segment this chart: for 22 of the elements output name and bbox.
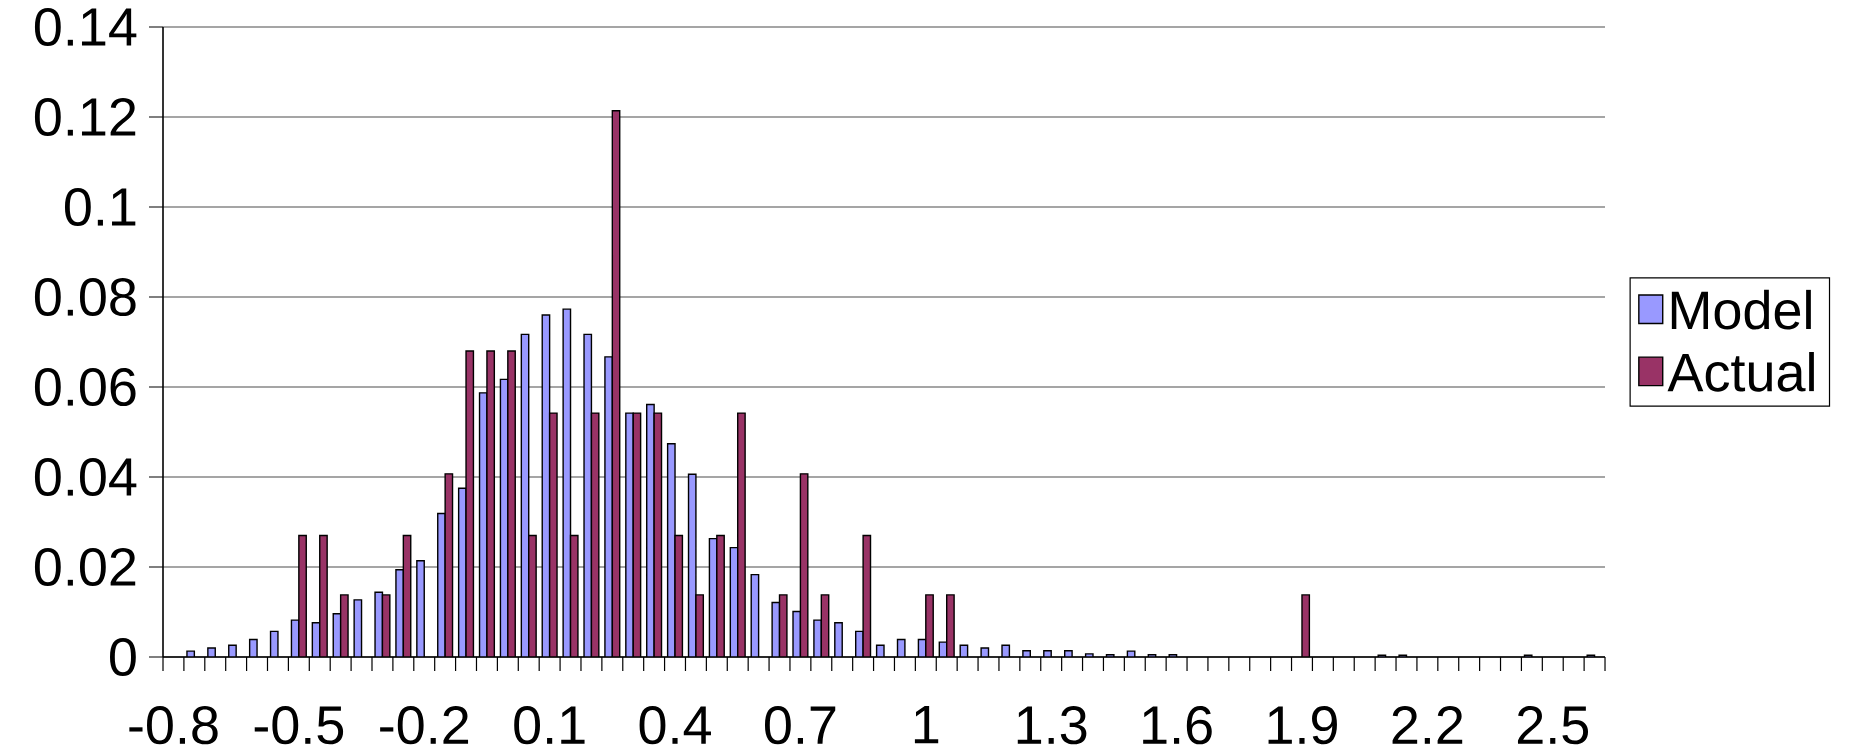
legend-label: Actual [1667,351,1814,392]
y-tick-label: 0 [110,637,136,677]
y-tick-label: 0.02 [34,547,136,587]
x-tick-label: 0.4 [639,706,711,745]
x-tick-label: 2.5 [1517,706,1589,745]
x-tick-label: 2.2 [1392,706,1463,744]
y-tick-label: 0.04 [34,457,137,497]
y-tick-label: 0.06 [34,367,136,407]
x-tick-label: 1 [914,706,939,744]
x-tick-label: 1.9 [1268,706,1337,745]
x-tick-label: 0.7 [764,706,836,745]
y-tick-label: 0.12 [34,97,136,137]
y-tick-label: 0.08 [34,277,136,317]
x-tick-label: 1.3 [1017,706,1087,745]
x-tick-label: -0.2 [380,706,469,745]
y-tick-label: 0.1 [64,187,136,227]
x-tick-label: -0.5 [254,706,344,745]
y-tick-label: 0.14 [34,7,137,47]
x-tick-label: 1.6 [1143,706,1212,745]
x-tick-label: 0.1 [514,706,585,745]
x-tick-label: -0.8 [129,706,218,745]
legend-label: Model [1671,289,1811,330]
